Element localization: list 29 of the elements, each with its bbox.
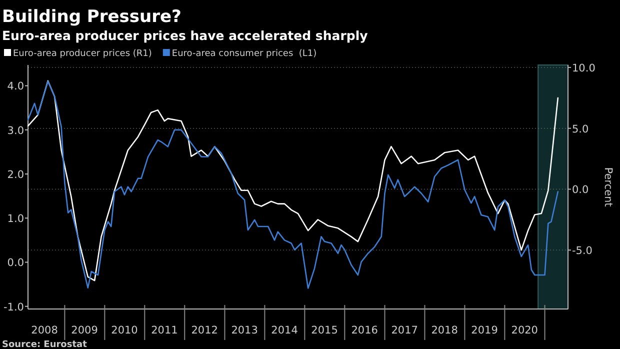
y2-tick-label: 5.0 bbox=[572, 123, 589, 136]
x-tick-label: 2018 bbox=[431, 324, 458, 336]
x-tick-label: 2011 bbox=[151, 324, 178, 336]
x-tick-label: 2020 bbox=[511, 324, 538, 336]
x-tick-label: 2019 bbox=[471, 324, 498, 336]
y-tick-label: 1.0 bbox=[7, 213, 24, 226]
y-tick-label: 2.0 bbox=[7, 168, 24, 181]
x-tick-label: 2013 bbox=[231, 324, 258, 336]
y-tick-label: 3.0 bbox=[7, 124, 24, 137]
chart-title: Building Pressure? bbox=[2, 7, 182, 27]
y-tick-label: -1.0 bbox=[4, 301, 24, 314]
source-note: Source: Eurostat bbox=[2, 340, 88, 349]
legend-label: Euro-area consumer prices (L1) bbox=[172, 49, 317, 59]
x-tick-label: 2008 bbox=[31, 324, 58, 336]
x-tick-label: 2014 bbox=[271, 324, 298, 336]
x-tick-label: 2015 bbox=[311, 324, 338, 336]
x-tick-label: 2010 bbox=[111, 324, 138, 336]
y2-tick-label: 10.0 bbox=[572, 62, 596, 74]
y-tick-label: 4.0 bbox=[7, 80, 24, 93]
legend-label: Euro-area producer prices (R1) bbox=[13, 49, 152, 59]
x-tick-label: 2009 bbox=[71, 324, 98, 336]
y-tick-label: 0.0 bbox=[7, 257, 24, 270]
y2-tick-label: 0.0 bbox=[572, 184, 589, 196]
x-tick-label: 2012 bbox=[191, 324, 218, 336]
y2-axis-title: Percent bbox=[602, 167, 614, 207]
x-tick-label: 2016 bbox=[351, 324, 378, 336]
chart-subtitle: Euro-area producer prices have accelerated sharply bbox=[2, 28, 368, 43]
x-tick-label: 2017 bbox=[391, 324, 418, 336]
y2-tick-label: -5.0 bbox=[572, 245, 592, 258]
